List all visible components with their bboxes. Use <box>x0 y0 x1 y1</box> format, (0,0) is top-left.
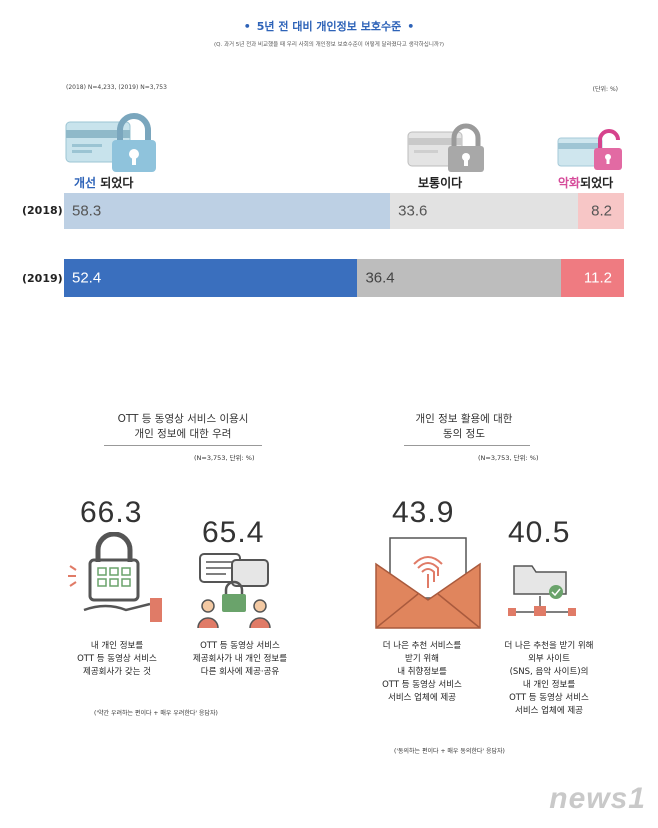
label-same: 보통이다 <box>418 176 463 190</box>
right-desc-2: 더 나은 추천을 받기 위해 외부 사이트 (SNS, 음악 사이트)의 내 개… <box>504 641 594 716</box>
folder-network-icon <box>508 565 576 616</box>
chart-title: • 5년 전 대비 개인정보 보호수준 • <box>243 20 415 33</box>
label-improved: 개선 되었다 <box>74 176 134 190</box>
left-section-rule <box>104 445 262 446</box>
right-value-1: 43.9 <box>392 496 455 529</box>
right-section-title: 개인 정보 활용에 대한 동의 정도 <box>415 413 513 440</box>
bar-row-2019: 52.4 36.4 11.2 <box>64 259 624 297</box>
locked-card-icon <box>65 113 156 172</box>
left-footnote: ('약간 우려하는 편이다 + 매우 우려한다' 응답자) <box>94 710 218 717</box>
year-label-2019: (2019) <box>22 272 63 285</box>
left-section-note: (N=3,753, 단위: %) <box>194 454 255 462</box>
news1-watermark: news1 <box>549 782 646 815</box>
right-section-note: (N=3,753, 단위: %) <box>478 454 539 462</box>
right-desc-1: 더 나은 추천 서비스를 받기 위해 내 취향정보를 OTT 등 동영상 서비스… <box>382 641 462 703</box>
envelope-fingerprint-icon <box>375 537 481 629</box>
left-desc-2: OTT 등 동영상 서비스 제공회사가 내 개인 정보를 다른 회사에 제공·공… <box>192 641 288 677</box>
right-footnote: ('동의하는 편이다 + 매우 동의한다' 응답자) <box>394 748 505 755</box>
right-value-2: 40.5 <box>508 516 571 549</box>
bar-2019-worse: 11.2 <box>561 259 624 297</box>
chart-subtitle: (Q. 과거 5년 전과 비교했을 때 우리 사회의 개인정보 보호수준이 어떻… <box>213 42 445 48</box>
unit-note: (단위: %) <box>592 86 618 93</box>
left-section-title: OTT 등 동영상 서비스 이용시 개인 정보에 대한 우려 <box>117 413 249 440</box>
right-section-rule <box>404 445 530 446</box>
year-label-2018: (2018) <box>22 204 63 217</box>
unlocked-card-icon <box>557 129 622 170</box>
sample-size-note: (2018) N=4,233, (2019) N=3,753 <box>66 84 167 91</box>
bar-2019-improved: 52.4 <box>64 259 358 297</box>
left-desc-1: 내 개인 정보를 OTT 등 동영상 서비스 제공회사가 갖는 것 <box>77 641 157 677</box>
locked-card-gray-icon <box>407 123 484 172</box>
bar-2018-same: 33.6 <box>390 193 579 229</box>
padlock-hand-icon <box>68 532 162 622</box>
bar-2019-same: 36.4 <box>357 259 562 297</box>
left-value-2: 65.4 <box>202 516 265 549</box>
people-sharing-icon <box>197 553 271 629</box>
bar-2018-worse: 8.2 <box>578 193 624 229</box>
left-value-1: 66.3 <box>80 496 143 529</box>
label-worse: 악화되었다 <box>558 176 614 190</box>
bar-2018-improved: 58.3 <box>64 193 391 229</box>
bar-row-2018: 58.3 33.6 8.2 <box>64 193 624 229</box>
